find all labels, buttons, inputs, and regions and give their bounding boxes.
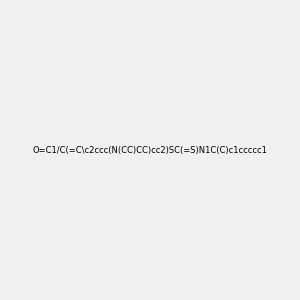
Text: O=C1/C(=C\c2ccc(N(CC)CC)cc2)SC(=S)N1C(C)c1ccccc1: O=C1/C(=C\c2ccc(N(CC)CC)cc2)SC(=S)N1C(C)…: [33, 146, 267, 154]
